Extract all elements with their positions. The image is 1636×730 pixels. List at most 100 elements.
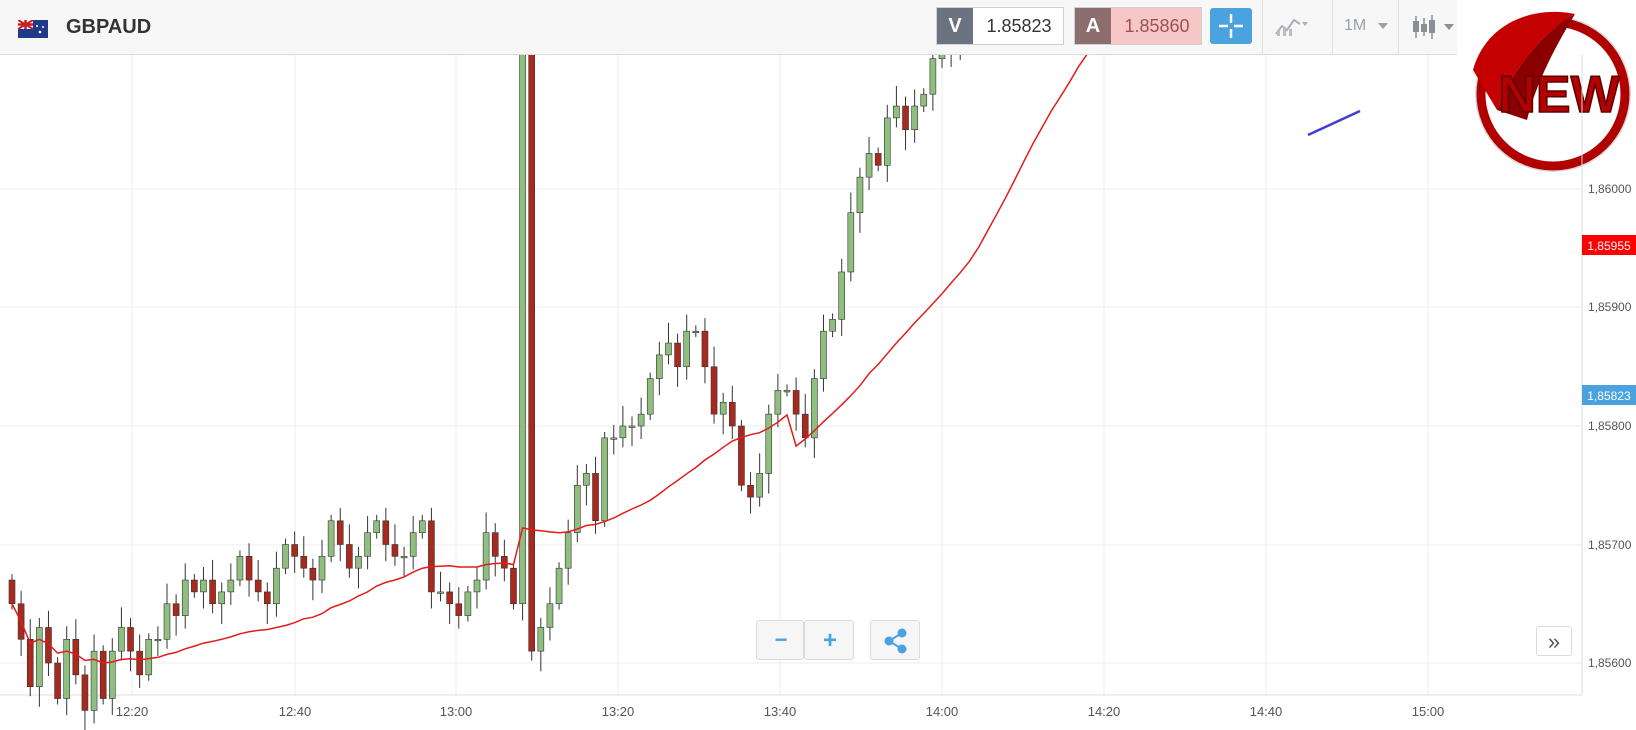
candle-body-down: [99, 650, 107, 699]
candle: [656, 341, 663, 396]
candle: [163, 583, 171, 649]
candle-body-up: [273, 567, 280, 605]
candle: [8, 574, 16, 610]
crosshair-button[interactable]: [1210, 8, 1252, 44]
zoom-out-button[interactable]: −: [756, 620, 804, 660]
y-tick-label: 1,85700: [1588, 538, 1632, 552]
candle-body-up: [637, 413, 645, 427]
candle: [72, 619, 80, 685]
candle-body-down: [254, 579, 262, 593]
y-tick-label: 1,85600: [1588, 656, 1632, 670]
candle-body-up: [938, 55, 946, 59]
candle-body-down: [382, 520, 390, 545]
price-chart[interactable]: 1,86000 1,85900 1,85800 1,85700 1,85600 12:2…: [0, 55, 1636, 730]
share-button[interactable]: [870, 620, 920, 660]
candle-body-up: [811, 378, 818, 439]
candle-body-up: [409, 532, 417, 557]
candle: [300, 536, 308, 578]
scroll-to-latest-button[interactable]: »: [1536, 626, 1572, 656]
share-icon: [884, 628, 907, 654]
candle: [719, 392, 727, 435]
candle: [482, 512, 490, 590]
indicators-icon: [1275, 18, 1308, 36]
candle: [692, 325, 700, 338]
candle-body-up: [118, 627, 125, 652]
x-tick-label: 13:20: [602, 704, 635, 719]
candle: [191, 574, 198, 598]
chart-type-dropdown[interactable]: [1410, 14, 1456, 40]
candle: [36, 617, 43, 707]
candle-body-down: [902, 105, 909, 131]
candle: [291, 531, 298, 573]
candle: [674, 333, 681, 387]
candle-body-up: [838, 271, 846, 320]
candle: [154, 626, 162, 656]
candle: [428, 507, 435, 609]
candle: [81, 665, 89, 730]
buy-price-button[interactable]: A 1.85860: [1074, 7, 1202, 45]
candle: [747, 472, 754, 514]
candle: [118, 607, 125, 661]
indicators-button[interactable]: [1274, 14, 1326, 40]
candle-body-up: [719, 401, 727, 415]
candle: [391, 524, 399, 566]
candle: [437, 571, 444, 602]
timeframe-dropdown[interactable]: 1M: [1344, 14, 1390, 40]
x-tick-label: 13:00: [440, 704, 473, 719]
candle: [54, 657, 61, 705]
time-axis: 12:20 12:40 13:00 13:20 13:40 14:00 14:20 14:40…: [116, 704, 1445, 719]
candle-body-up: [765, 413, 773, 474]
candle: [856, 167, 864, 233]
candle: [236, 550, 244, 586]
candle-body-up: [519, 55, 526, 605]
candle-body-down: [674, 342, 681, 368]
candle-body-up: [227, 579, 235, 593]
candle: [127, 617, 134, 672]
candle: [911, 89, 918, 143]
candle-body-up: [473, 579, 481, 593]
candle: [893, 85, 900, 128]
candle: [774, 373, 782, 428]
candle: [665, 322, 672, 365]
candle-body-down: [455, 603, 463, 616]
candle: [318, 539, 326, 594]
candle-body-up: [537, 627, 545, 652]
candle: [929, 55, 937, 111]
moving-average-line: [11, 55, 1088, 664]
candle-body-up: [756, 473, 763, 498]
candle-body-up: [628, 425, 636, 428]
x-tick-label: 12:20: [116, 704, 149, 719]
x-tick-label: 14:00: [926, 704, 959, 719]
trendline[interactable]: [1307, 109, 1361, 137]
candle: [820, 314, 827, 392]
candle: [938, 55, 946, 69]
candle-body-down: [45, 627, 52, 664]
candle: [245, 543, 253, 597]
candle: [26, 619, 34, 697]
candle-body-up: [564, 532, 572, 569]
sell-price-button[interactable]: V 1.85823: [936, 7, 1064, 45]
candle: [200, 567, 207, 609]
candle: [409, 516, 417, 570]
candle-body-up: [282, 544, 289, 569]
candle: [528, 55, 536, 661]
candle: [63, 626, 71, 716]
flag-icon: [18, 20, 48, 38]
new-badge: NEW: [1457, 0, 1636, 180]
y-tick-label: 1,85800: [1588, 419, 1632, 433]
candle-body-up: [820, 330, 827, 379]
zoom-in-button[interactable]: +: [804, 620, 854, 660]
candle-body-up: [683, 330, 691, 368]
candle: [273, 551, 280, 617]
candle-body-up: [774, 390, 782, 415]
candle: [491, 523, 499, 577]
toolbar-divider: [1398, 0, 1399, 54]
ma-price-marker: 1,85955: [1582, 235, 1636, 255]
x-tick-label: 12:40: [279, 704, 312, 719]
candle: [181, 563, 189, 629]
candle: [555, 562, 563, 610]
candle: [628, 416, 636, 447]
candle: [847, 192, 855, 282]
candle: [583, 463, 590, 506]
candle-body-up: [163, 603, 171, 640]
